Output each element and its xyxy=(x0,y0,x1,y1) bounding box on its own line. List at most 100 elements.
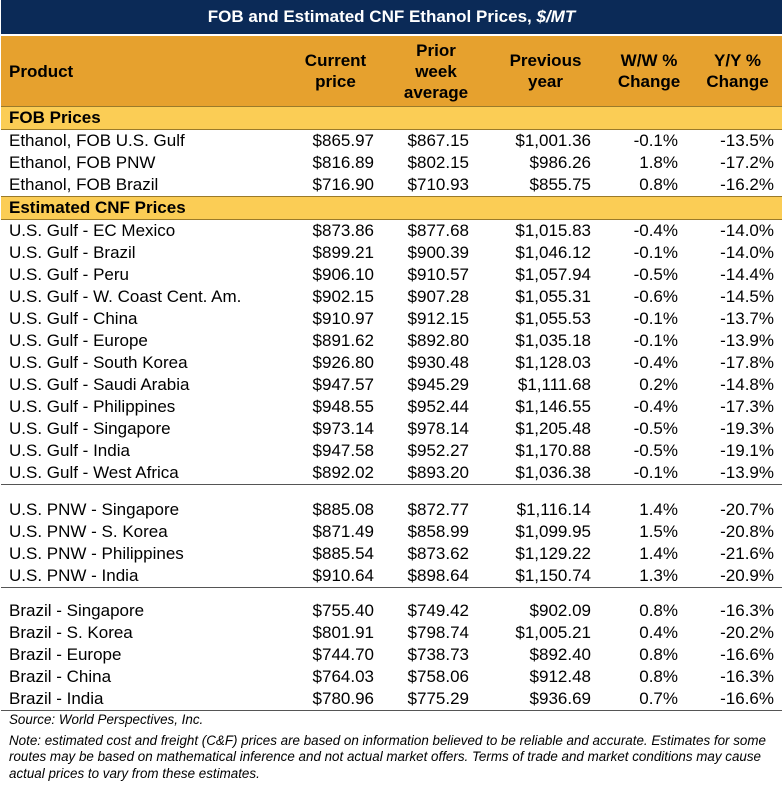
yy-change-cell: -20.2% xyxy=(720,623,774,642)
previous-year-cell: $1,055.31 xyxy=(515,287,591,306)
ww-change-cell: -0.4% xyxy=(633,397,678,416)
pnw-rows: U.S. PNW - Singapore $885.08 $872.77 $1,116… xyxy=(1,499,782,588)
ww-change-cell: 1.4% xyxy=(639,500,678,519)
prior-week-cell: $952.44 xyxy=(407,397,469,416)
table-row: U.S. Gulf - China $910.97 $912.15 $1,055.53… xyxy=(1,308,782,330)
ww-change-cell: -0.1% xyxy=(633,463,678,482)
table-row: U.S. PNW - Philippines $885.54 $873.62 $1,1… xyxy=(1,543,782,565)
table-row: U.S. PNW - Singapore $885.08 $872.77 $1,116… xyxy=(1,499,782,521)
current-price-cell: $755.40 xyxy=(312,601,374,620)
prior-week-cell: $930.48 xyxy=(407,353,469,372)
yy-change-cell: -17.2% xyxy=(720,153,774,172)
prior-week-cell: $873.62 xyxy=(407,544,469,563)
previous-year-cell: $1,046.12 xyxy=(515,243,591,262)
current-price-cell: $910.64 xyxy=(312,566,374,585)
previous-year-cell: $892.40 xyxy=(529,645,591,664)
yy-change-cell: -13.9% xyxy=(720,463,774,482)
current-price-cell: $947.58 xyxy=(312,441,374,460)
product-cell: Brazil - China xyxy=(9,667,112,686)
product-cell: U.S. Gulf - Singapore xyxy=(9,419,171,438)
yy-change-cell: -14.4% xyxy=(720,265,774,284)
current-price-cell: $902.15 xyxy=(312,287,374,306)
product-cell: Brazil - Europe xyxy=(9,645,122,664)
previous-year-cell: $1,001.36 xyxy=(515,131,591,150)
disclaimer-note: Note: estimated cost and freight (C&F) p… xyxy=(9,732,766,781)
prior-week-cell: $912.15 xyxy=(407,309,469,328)
ww-change-cell: 1.3% xyxy=(639,566,678,585)
previous-year-cell: $912.48 xyxy=(529,667,591,686)
previous-year-cell: $902.09 xyxy=(529,601,591,620)
prior-week-cell: $798.74 xyxy=(407,623,469,642)
prior-week-cell: $872.77 xyxy=(407,500,469,519)
table-row: U.S. Gulf - West Africa $892.02 $893.20 $1,… xyxy=(1,462,782,484)
product-cell: Ethanol, FOB PNW xyxy=(9,153,156,172)
prior-week-cell: $910.57 xyxy=(407,265,469,284)
table-row: Brazil - China $764.03 $758.06 $912.48 0.8% -… xyxy=(1,666,782,688)
yy-change-cell: -13.5% xyxy=(720,131,774,150)
table-row: Brazil - S. Korea $801.91 $798.74 $1,005.21… xyxy=(1,622,782,644)
table-row: U.S. Gulf - EC Mexico $873.86 $877.68 $1,01… xyxy=(1,220,782,242)
table-row: Ethanol, FOB Brazil $716.90 $710.93 $855.75… xyxy=(1,174,782,196)
ww-change-cell: 1.5% xyxy=(639,522,678,541)
gulf-rows: U.S. Gulf - EC Mexico $873.86 $877.68 $1,01… xyxy=(1,220,782,485)
yy-change-cell: -14.8% xyxy=(720,375,774,394)
ww-change-cell: -0.1% xyxy=(633,243,678,262)
prior-week-cell: $978.14 xyxy=(407,419,469,438)
current-price-cell: $780.96 xyxy=(312,689,374,708)
prior-week-cell: $738.73 xyxy=(407,645,469,664)
previous-year-cell: $1,150.74 xyxy=(515,566,591,585)
current-price-cell: $892.02 xyxy=(312,463,374,482)
current-price-cell: $885.08 xyxy=(312,500,374,519)
section-fob-prices: FOB Prices xyxy=(1,106,782,130)
product-cell: U.S. Gulf - Saudi Arabia xyxy=(9,375,190,394)
previous-year-cell: $936.69 xyxy=(529,689,591,708)
table-row: U.S. Gulf - Singapore $973.14 $978.14 $1,20… xyxy=(1,418,782,440)
product-cell: U.S. Gulf - West Africa xyxy=(9,463,179,482)
yy-change-cell: -20.9% xyxy=(720,566,774,585)
table-row: Brazil - India $780.96 $775.29 $936.69 0.7% -… xyxy=(1,688,782,710)
ww-change-cell: 0.7% xyxy=(639,689,678,708)
table-row: U.S. Gulf - South Korea $926.80 $930.48 $1,… xyxy=(1,352,782,374)
previous-year-cell: $1,005.21 xyxy=(515,623,591,642)
current-price-cell: $885.54 xyxy=(312,544,374,563)
ww-change-cell: -0.6% xyxy=(633,287,678,306)
ww-change-cell: -0.1% xyxy=(633,131,678,150)
previous-year-cell: $1,111.68 xyxy=(517,375,591,394)
header-previous-year: Previous year xyxy=(509,51,582,91)
yy-change-cell: -13.7% xyxy=(720,309,774,328)
yy-change-cell: -14.5% xyxy=(720,287,774,306)
current-price-cell: $899.21 xyxy=(312,243,374,262)
product-cell: U.S. Gulf - EC Mexico xyxy=(9,221,176,240)
table-title: FOB and Estimated CNF Ethanol Prices, $/… xyxy=(1,0,782,36)
prior-week-cell: $858.99 xyxy=(407,522,469,541)
title-unit: $/MT xyxy=(536,7,576,26)
current-price-cell: $947.57 xyxy=(312,375,374,394)
product-cell: U.S. PNW - S. Korea xyxy=(9,522,168,541)
current-price-cell: $948.55 xyxy=(312,397,374,416)
product-cell: U.S. Gulf - South Korea xyxy=(9,353,188,372)
yy-change-cell: -16.6% xyxy=(720,645,774,664)
table-row: U.S. Gulf - India $947.58 $952.27 $1,170.88… xyxy=(1,440,782,462)
product-cell: U.S. PNW - India xyxy=(9,566,139,585)
section-estimated-cnf-prices: Estimated CNF Prices xyxy=(1,196,782,220)
current-price-cell: $906.10 xyxy=(312,265,374,284)
ww-change-cell: 0.4% xyxy=(639,623,678,642)
product-cell: U.S. Gulf - India xyxy=(9,441,130,460)
previous-year-cell: $1,116.14 xyxy=(516,500,591,519)
yy-change-cell: -13.9% xyxy=(720,331,774,350)
prior-week-cell: $893.20 xyxy=(407,463,469,482)
header-prior-week-average: Prior week average xyxy=(403,40,469,102)
table-row: U.S. Gulf - W. Coast Cent. Am. $902.15 $90… xyxy=(1,286,782,308)
yy-change-cell: -20.8% xyxy=(720,522,774,541)
ww-change-cell: -0.4% xyxy=(633,221,678,240)
table-row: Brazil - Europe $744.70 $738.73 $892.40 0.8%… xyxy=(1,644,782,666)
previous-year-cell: $1,015.83 xyxy=(515,221,591,240)
prior-week-cell: $945.29 xyxy=(407,375,469,394)
product-cell: Brazil - India xyxy=(9,689,104,708)
prior-week-cell: $775.29 xyxy=(407,689,469,708)
ww-change-cell: 0.8% xyxy=(639,667,678,686)
yy-change-cell: -14.0% xyxy=(720,243,774,262)
current-price-cell: $716.90 xyxy=(312,175,374,194)
product-cell: U.S. PNW - Philippines xyxy=(9,544,184,563)
current-price-cell: $816.89 xyxy=(312,153,374,172)
